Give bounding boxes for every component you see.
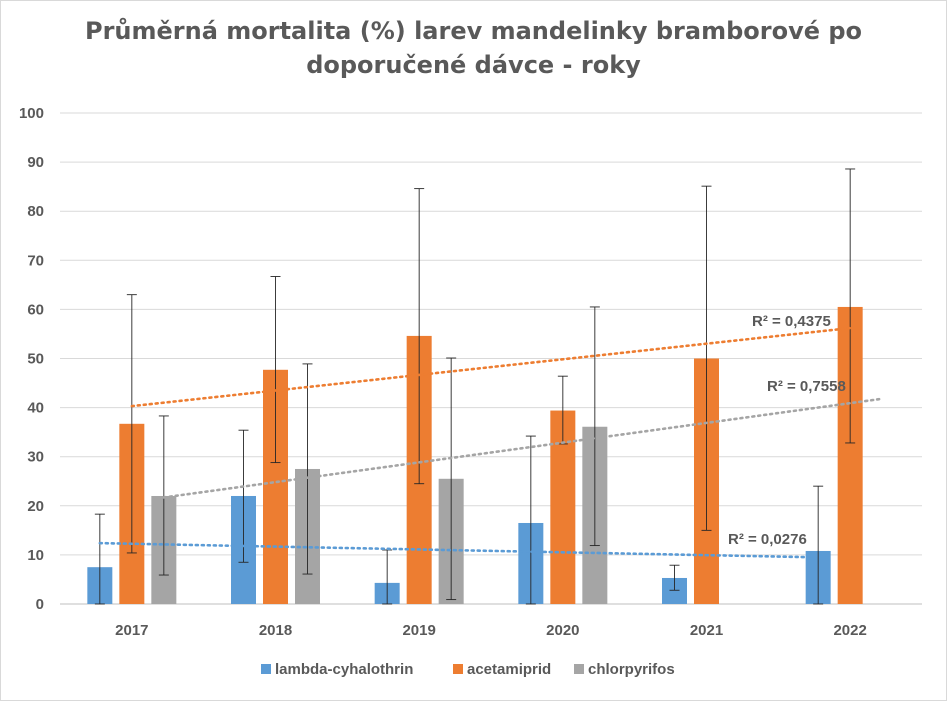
legend-label-acetamiprid: acetamiprid: [467, 661, 551, 678]
x-tick-label: 2019: [402, 622, 435, 639]
y-tick-label: 50: [27, 351, 44, 368]
y-tick-label: 20: [27, 498, 44, 515]
x-tick-label: 2017: [115, 622, 148, 639]
x-tick-label: 2020: [546, 622, 579, 639]
y-tick-label: 80: [27, 203, 44, 220]
y-axis-ticks: 0 10 20 30 40 50 60 70 80 90 100: [19, 105, 44, 613]
chart-title: Průměrná mortalita (%) larev mandelinky …: [0, 14, 947, 82]
x-axis-ticks: 2017 2018 2019 2020 2021 2022: [115, 622, 867, 639]
x-tick-label: 2022: [833, 622, 866, 639]
r2-label-acetamiprid: R² = 0,4375: [752, 313, 831, 330]
trendlines: [98, 326, 884, 559]
y-tick-label: 40: [27, 400, 44, 417]
gridlines: [60, 112, 922, 605]
y-tick-label: 60: [27, 301, 44, 318]
r2-label-chlorpyrifos: R² = 0,7558: [767, 378, 846, 395]
legend-swatch-lambda-cyhalothrin: [261, 664, 271, 674]
x-tick-label: 2018: [259, 622, 292, 639]
chart-title-line-2: doporučené dávce - roky: [306, 51, 641, 79]
y-tick-label: 0: [36, 596, 44, 613]
trendline-chlorpyrifos: [162, 397, 884, 499]
trendline-acetamiprid: [130, 326, 852, 408]
r2-labels: R² = 0,0276 R² = 0,4375 R² = 0,7558: [728, 313, 846, 548]
y-tick-label: 10: [27, 547, 44, 564]
x-tick-label: 2021: [690, 622, 723, 639]
y-tick-label: 90: [27, 154, 44, 171]
error-bars: [94, 168, 856, 605]
chart-title-line-1: Průměrná mortalita (%) larev mandelinky …: [84, 17, 863, 45]
r2-label-lambda-cyhalothrin: R² = 0,0276: [728, 531, 807, 548]
trendline-lambda-cyhalothrin: [98, 541, 820, 559]
y-tick-label: 70: [27, 252, 44, 269]
legend-label-lambda-cyhalothrin: lambda-cyhalothrin: [275, 661, 413, 678]
legend: lambda-cyhalothrin acetamiprid chlorpyrifo…: [261, 661, 675, 678]
y-tick-label: 100: [19, 105, 44, 122]
legend-swatch-chlorpyrifos: [574, 664, 584, 674]
legend-swatch-acetamiprid: [453, 664, 463, 674]
y-tick-label: 30: [27, 449, 44, 466]
legend-label-chlorpyrifos: chlorpyrifos: [588, 661, 675, 678]
